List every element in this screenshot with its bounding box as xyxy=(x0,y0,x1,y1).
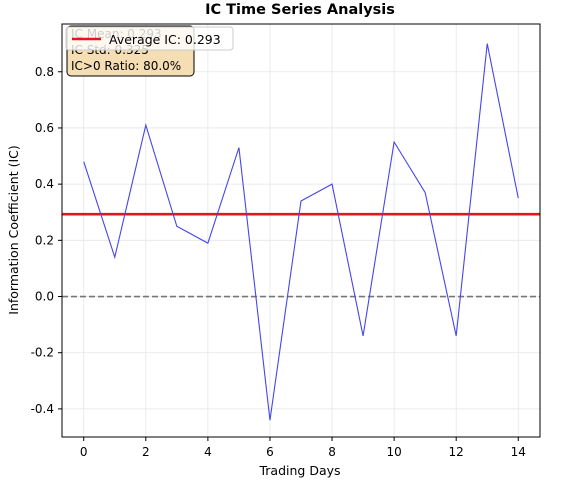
legend-box xyxy=(65,26,234,51)
y-tick-label: -0.2 xyxy=(31,346,54,360)
y-tick-label: 0.2 xyxy=(35,233,54,247)
x-axis-label: Trading Days xyxy=(258,463,340,478)
y-tick-label: 0.0 xyxy=(35,290,54,304)
series-layer xyxy=(83,43,519,421)
y-tick-label: 0.4 xyxy=(35,177,54,191)
stats-line: IC>0 Ratio: 80.0% xyxy=(71,59,181,73)
x-tick-label: 4 xyxy=(204,445,212,459)
y-tick-label: 0.8 xyxy=(35,65,54,79)
x-tick-label: 0 xyxy=(80,445,88,459)
x-tick-label: 6 xyxy=(266,445,274,459)
plot-frame xyxy=(61,23,541,438)
x-tick-label: 14 xyxy=(511,445,526,459)
annotation-overlay: IC Mean: 0.293IC Std: 0.325IC>0 Ratio: 8… xyxy=(65,25,234,77)
y-tick-label: 0.6 xyxy=(35,121,54,135)
legend: Average IC: 0.293 xyxy=(65,26,234,51)
grid-lines xyxy=(62,24,540,437)
y-axis-label: Information Coefficient (IC) xyxy=(6,145,21,314)
ic-series-line xyxy=(83,43,519,421)
chart-title: IC Time Series Analysis xyxy=(205,2,395,18)
y-tick-label: -0.4 xyxy=(31,402,54,416)
axes: 0 2 4 6 8 10 12 14 -0.4 -0.2 0.0 0.2 0.4 0.6 0.8 xyxy=(31,23,541,459)
x-tick-label: 12 xyxy=(449,445,464,459)
x-tick-label: 8 xyxy=(328,445,336,459)
legend-entry-label: Average IC: 0.293 xyxy=(109,32,221,47)
x-tick-label: 2 xyxy=(142,445,150,459)
x-tick-label: 10 xyxy=(386,445,401,459)
